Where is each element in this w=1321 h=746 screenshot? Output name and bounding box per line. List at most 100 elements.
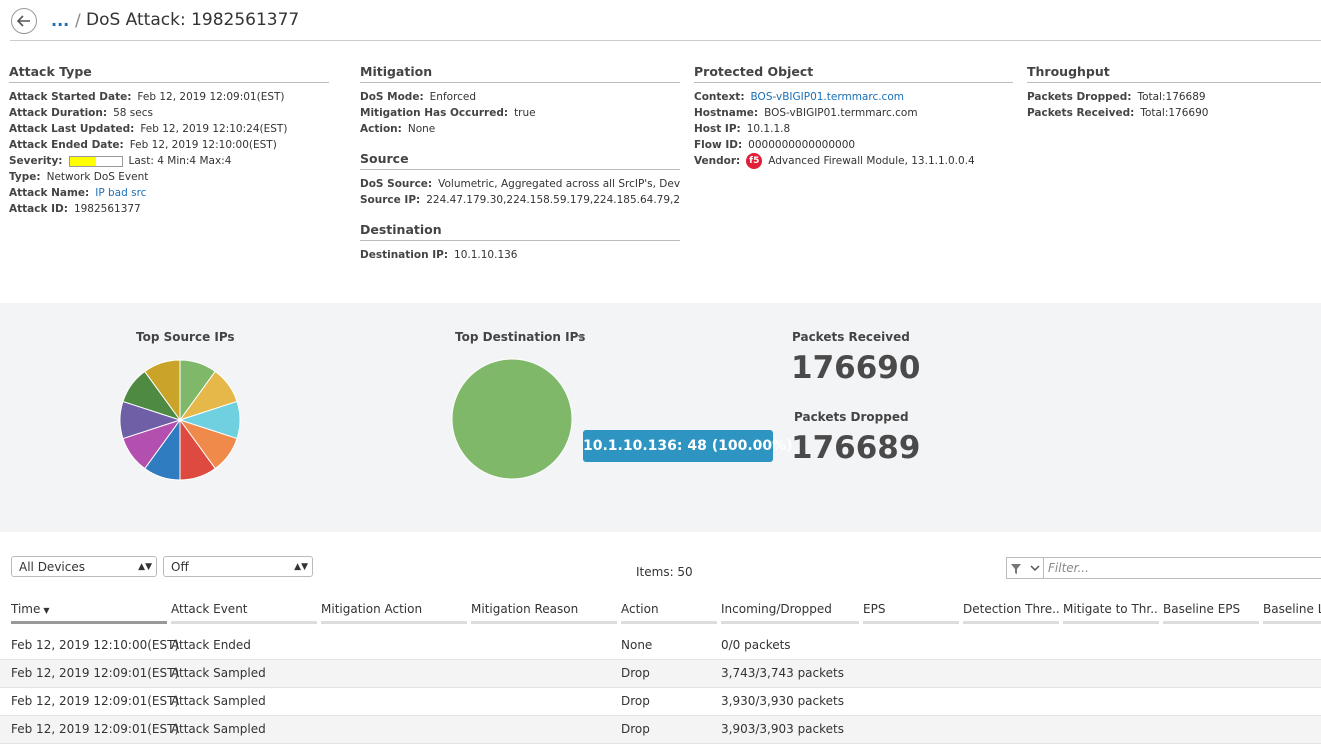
tooltip: 10.1.10.136: 48 (100.00%)	[583, 430, 773, 462]
column-header[interactable]: Mitigation Action	[321, 600, 467, 624]
header-text: Mitigation Action	[321, 602, 422, 616]
stat-label: Packets Dropped	[794, 410, 909, 424]
column-header[interactable]: Mitigation Reason	[471, 600, 617, 624]
column-header[interactable]: EPS	[863, 600, 959, 624]
placeholder: Filter...	[1048, 561, 1089, 575]
header-text: EPS	[863, 602, 885, 616]
filter-menu[interactable]	[1006, 557, 1044, 579]
table-cell: None	[621, 638, 652, 652]
field-label: Type:	[9, 171, 41, 183]
header-text: Detection Thre...	[963, 602, 1059, 616]
field-label: Destination IP:	[360, 249, 448, 261]
pie-slice	[452, 359, 572, 479]
detail-row: Packets Received:Total:176690	[1027, 105, 1321, 121]
pie-charts	[0, 303, 780, 532]
detail-row: Attack Last Updated:Feb 12, 2019 12:10:2…	[9, 121, 329, 137]
field-value: 58 secs	[113, 107, 153, 119]
detail-row: Destination IP: 10.1.10.136	[360, 247, 680, 263]
header-text: Baseline EPS	[1163, 602, 1240, 616]
detail-row: Packets Dropped:Total:176689	[1027, 89, 1321, 105]
separator: /	[75, 11, 81, 31]
header-text: Action	[621, 602, 659, 616]
detail-row: Attack Started Date:Feb 12, 2019 12:09:0…	[9, 89, 329, 105]
section: Source DoS Source:Volumetric, Aggregated …	[360, 151, 680, 208]
column-header[interactable]: Baseline EPS	[1163, 600, 1259, 624]
header-text: Mitigation Reason	[471, 602, 578, 616]
select-value: Off	[171, 560, 189, 574]
header-text: Mitigate to Thr...	[1063, 602, 1159, 616]
detail-row: Attack ID: 1982561377	[9, 201, 329, 217]
detail-column: Attack TypeAttack Started Date:Feb 12, 2…	[9, 64, 329, 231]
breadcrumb[interactable]: ...	[51, 11, 69, 30]
stat-label: Packets Received	[792, 330, 910, 344]
field-value: None	[408, 123, 435, 135]
vendor-logo: f5	[746, 153, 762, 169]
section: MitigationDoS Mode:EnforcedMitigation Ha…	[360, 64, 680, 137]
table-cell: 0/0 packets	[721, 638, 791, 652]
field-value: Total:176690	[1140, 107, 1208, 119]
device-select[interactable]: All Devices▲▼	[11, 556, 157, 577]
column-header[interactable]: Attack Event	[171, 600, 317, 624]
back-button[interactable]	[10, 7, 38, 35]
detail-row: Context:BOS-vBIGIP01.termmarc.com	[694, 89, 1013, 105]
field-value: 10.1.1.8	[747, 123, 790, 135]
section: Throughput Packets Dropped:Total:176689Pa…	[1027, 64, 1321, 121]
field-value: Network DoS Event	[47, 171, 149, 183]
table-cell: Drop	[621, 694, 650, 708]
column-header[interactable]: Action	[621, 600, 717, 624]
field-value: Volumetric, Aggregated across all SrcIP'…	[438, 178, 680, 190]
field-value: Total:176689	[1137, 91, 1205, 103]
table-cell: Feb 12, 2019 12:09:01(EST)	[11, 694, 179, 708]
column-header[interactable]: Incoming/Dropped	[721, 600, 859, 624]
detail-row: Attack Name: IP bad src	[9, 185, 329, 201]
table-cell: Attack Ended	[171, 638, 251, 652]
column-header[interactable]: Time▼	[11, 600, 167, 624]
stat-value: 176689	[791, 430, 920, 466]
header-text: Attack Event	[171, 602, 248, 616]
field-label: Mitigation Has Occurred:	[360, 107, 508, 119]
table-cell: Feb 12, 2019 12:09:01(EST)	[11, 722, 179, 736]
field-label: DoS Mode:	[360, 91, 424, 103]
field-value: 1982561377	[74, 203, 141, 215]
field-value: Feb 12, 2019 12:10:00(EST)	[130, 139, 277, 151]
page-title: DoS Attack: 1982561377	[86, 10, 299, 30]
detail-column: Protected ObjectContext:BOS-vBIGIP01.ter…	[694, 64, 1013, 183]
mode-select[interactable]: Off▲▼	[163, 556, 313, 577]
table-cell: 3,903/3,903 packets	[721, 722, 844, 736]
field-value[interactable]: BOS-vBIGIP01.termmarc.com	[751, 91, 904, 103]
detail-row: Vendor:f5Advanced Firewall Module, 13.1.…	[694, 153, 1013, 169]
column-header[interactable]: Mitigate to Thr...	[1063, 600, 1159, 624]
field-value: true	[514, 107, 536, 119]
header-text: Time	[11, 602, 40, 616]
field-label: Hostname:	[694, 107, 758, 119]
table-cell: 3,930/3,930 packets	[721, 694, 844, 708]
filter-input[interactable]: Filter...	[1043, 557, 1321, 579]
field-value: Enforced	[430, 91, 476, 103]
detail-column: MitigationDoS Mode:EnforcedMitigation Ha…	[360, 64, 680, 277]
column-header[interactable]: Baseline L...	[1263, 600, 1321, 624]
field-label: Attack Duration:	[9, 107, 107, 119]
detail-row: Severity:Last: 4 Min:4 Max:4	[9, 153, 329, 169]
field-value: Advanced Firewall Module, 13.1.1.0.0.4	[768, 155, 974, 167]
detail-row: DoS Mode: Enforced	[360, 89, 680, 105]
table-cell: Drop	[621, 722, 650, 736]
field-value[interactable]: IP bad src	[95, 187, 146, 199]
table-cell: Attack Sampled	[171, 722, 266, 736]
section-title: Destination	[360, 222, 680, 241]
field-label: Attack ID:	[9, 203, 68, 215]
section-title: Throughput	[1027, 64, 1321, 83]
table-cell: Feb 12, 2019 12:10:00(EST)	[11, 638, 179, 652]
field-value: 10.1.10.136	[454, 249, 517, 261]
detail-row: DoS Source:Volumetric, Aggregated across…	[360, 176, 680, 192]
column-header[interactable]: Detection Thre...	[963, 600, 1059, 624]
section-title: Source	[360, 151, 680, 170]
header-text: Baseline L...	[1263, 602, 1321, 616]
field-label: Attack Ended Date:	[9, 139, 124, 151]
detail-row: Source IP:224.47.179.30,224.158.59.179,2…	[360, 192, 680, 208]
field-label: Source IP:	[360, 194, 420, 206]
field-value: Feb 12, 2019 12:10:24(EST)	[140, 123, 287, 135]
field-label: Severity:	[9, 155, 63, 167]
field-label: Attack Name:	[9, 187, 89, 199]
detail-row: Flow ID:0000000000000000	[694, 137, 1013, 153]
